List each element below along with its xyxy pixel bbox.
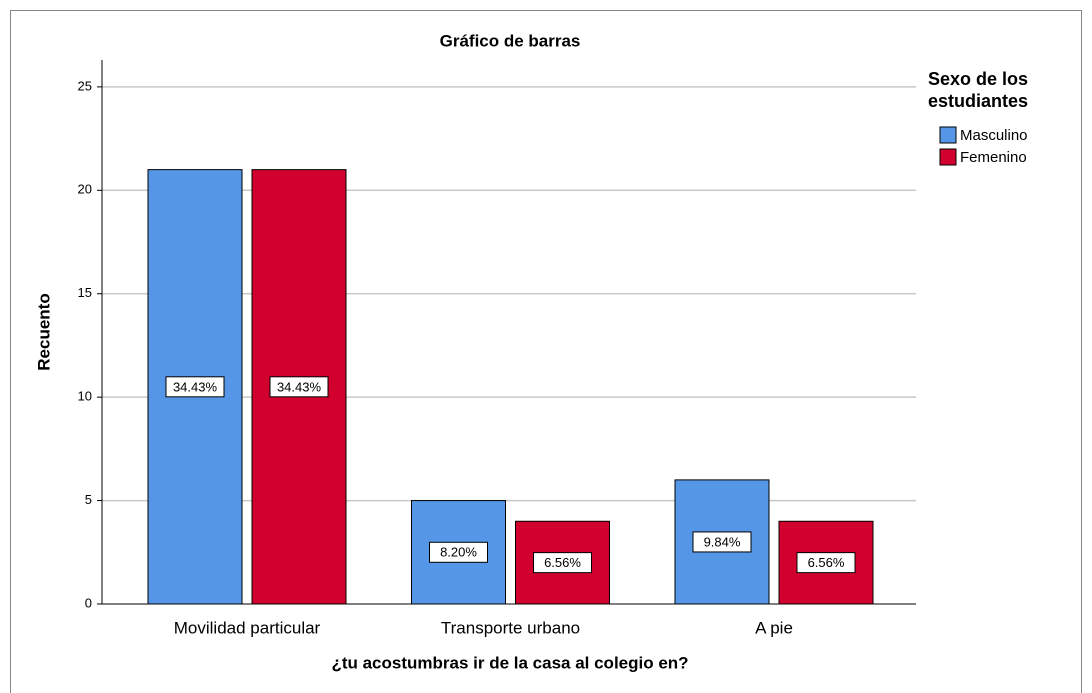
y-tick-label: 15 bbox=[78, 285, 92, 300]
data-label-box bbox=[796, 552, 856, 574]
data-label-box bbox=[429, 541, 488, 563]
legend-label: Femenino bbox=[960, 149, 1027, 166]
y-axis-label: Recuento bbox=[34, 293, 53, 370]
x-tick-label: Movilidad particular bbox=[174, 618, 321, 637]
data-label: 9.84% bbox=[704, 534, 741, 549]
y-tick-label: 0 bbox=[85, 595, 92, 610]
legend-label: Masculino bbox=[960, 127, 1028, 144]
y-tick-label: 25 bbox=[78, 78, 92, 93]
chart-title: Gráfico de barras bbox=[440, 31, 581, 50]
data-label-box bbox=[269, 376, 329, 398]
data-label: 34.43% bbox=[277, 379, 322, 394]
y-tick-label: 5 bbox=[85, 492, 92, 507]
data-label: 34.43% bbox=[173, 379, 218, 394]
frame bbox=[10, 10, 1082, 693]
data-label: 6.56% bbox=[808, 555, 845, 570]
y-tick-label: 10 bbox=[78, 389, 92, 404]
legend-swatch bbox=[939, 126, 957, 144]
data-label-box bbox=[533, 552, 592, 574]
legend-title: Sexo de los estudiantes bbox=[928, 69, 1029, 111]
x-axis-label: ¿tu acostumbras ir de la casa al colegio… bbox=[331, 653, 688, 672]
y-tick-label: 20 bbox=[78, 182, 92, 197]
x-tick-label: Transporte urbano bbox=[441, 618, 580, 637]
data-label: 8.20% bbox=[440, 545, 477, 560]
data-label-box bbox=[165, 376, 225, 398]
legend-swatch bbox=[939, 148, 957, 166]
data-label: 6.56% bbox=[544, 555, 581, 570]
x-tick-label: A pie bbox=[755, 618, 793, 637]
data-label-box bbox=[692, 531, 752, 553]
